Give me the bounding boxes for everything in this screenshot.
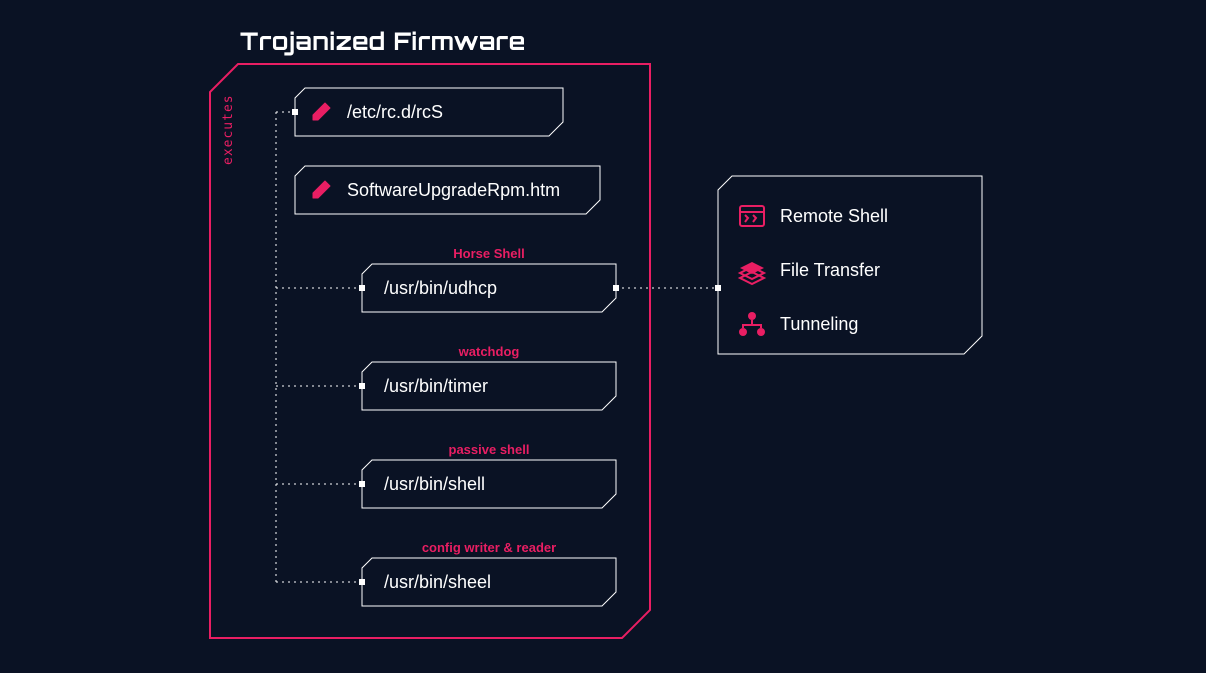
capability-label: Tunneling	[780, 314, 858, 334]
file-box-timer: /usr/bin/timer watchdog	[362, 344, 616, 410]
capability-label: File Transfer	[780, 260, 880, 280]
file-box-label: /usr/bin/timer	[384, 376, 488, 396]
file-box-rcs: /etc/rc.d/rcS	[295, 88, 563, 136]
file-box-tag: passive shell	[449, 442, 530, 457]
file-box-label: /usr/bin/shell	[384, 474, 485, 494]
file-box-tag: watchdog	[458, 344, 520, 359]
file-box-tag: config writer & reader	[422, 540, 556, 555]
file-box-shell: /usr/bin/shell passive shell	[362, 442, 616, 508]
file-box-sheel: /usr/bin/sheel config writer & reader	[362, 540, 616, 606]
capability-label: Remote Shell	[780, 206, 888, 226]
layers-icon	[740, 262, 764, 284]
file-box-udhcp: /usr/bin/udhcp Horse Shell	[362, 246, 616, 312]
file-box-label: /usr/bin/sheel	[384, 572, 491, 592]
file-box-tag: Horse Shell	[453, 246, 525, 261]
file-box-label: /etc/rc.d/rcS	[347, 102, 443, 122]
diagram-title: Trojanized Firmware	[240, 26, 526, 56]
file-box-label: SoftwareUpgradeRpm.htm	[347, 180, 560, 200]
terminal-icon	[740, 206, 764, 226]
file-box-upgrade: SoftwareUpgradeRpm.htm	[295, 166, 600, 214]
sitemap-icon	[739, 312, 765, 336]
file-box-label: /usr/bin/udhcp	[384, 278, 497, 298]
executes-label: executes	[221, 94, 236, 165]
